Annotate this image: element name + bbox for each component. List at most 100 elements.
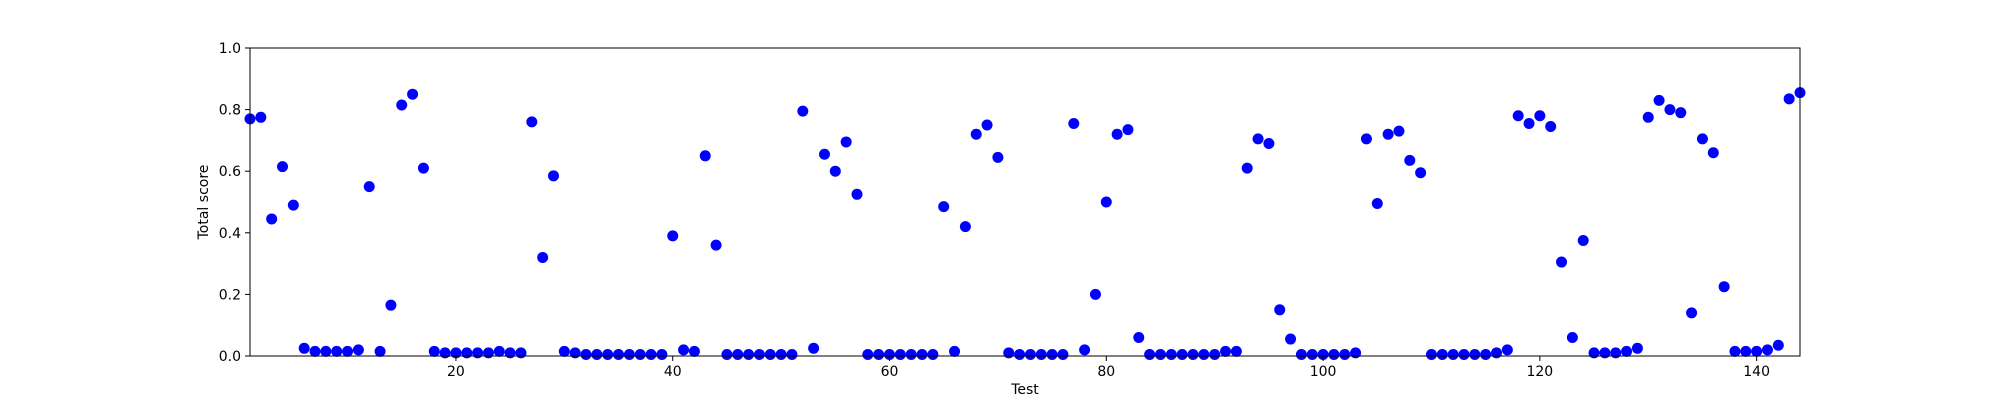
- data-point: [1761, 344, 1773, 356]
- data-point: [1707, 147, 1719, 159]
- data-point: [1783, 93, 1795, 105]
- data-point: [537, 251, 549, 263]
- data-point: [1003, 347, 1015, 359]
- data-point: [1317, 348, 1329, 360]
- data-point: [1621, 345, 1633, 357]
- data-point: [396, 99, 408, 111]
- data-point: [385, 299, 397, 311]
- data-point: [461, 347, 473, 359]
- data-point: [1014, 348, 1026, 360]
- data-point: [1642, 111, 1654, 123]
- x-axis: 20 40 60 80 100 120 140: [447, 356, 1770, 380]
- data-point: [591, 348, 603, 360]
- data-point: [1350, 347, 1362, 359]
- x-tick-label: 140: [1743, 364, 1770, 380]
- data-point: [927, 348, 939, 360]
- data-point: [1393, 125, 1405, 137]
- x-tick-label: 60: [881, 364, 899, 380]
- y-tick-label: 0.8: [219, 103, 241, 119]
- data-point: [602, 348, 614, 360]
- data-point: [623, 348, 635, 360]
- data-point: [905, 348, 917, 360]
- y-tick-label: 1.0: [219, 41, 241, 57]
- data-point: [1133, 332, 1145, 344]
- data-point: [1415, 167, 1427, 179]
- y-tick-label: 0.4: [219, 226, 241, 242]
- data-point: [515, 347, 527, 359]
- data-point: [472, 347, 484, 359]
- data-point: [1209, 348, 1221, 360]
- data-point: [1328, 348, 1340, 360]
- data-point: [1545, 121, 1557, 133]
- y-tick-label: 0.2: [219, 287, 241, 303]
- data-point: [862, 348, 874, 360]
- x-tick-label: 100: [1310, 364, 1337, 380]
- data-point: [1165, 348, 1177, 360]
- data-point: [1556, 256, 1568, 268]
- data-point: [894, 348, 906, 360]
- data-point: [352, 344, 364, 356]
- data-point: [1100, 196, 1112, 208]
- data-point: [569, 347, 581, 359]
- x-axis-label: Test: [1010, 382, 1039, 398]
- data-point: [1458, 348, 1470, 360]
- data-point: [1631, 342, 1643, 354]
- data-point: [1491, 347, 1503, 359]
- data-point: [1469, 348, 1481, 360]
- data-point: [1664, 104, 1676, 116]
- data-point: [667, 230, 679, 242]
- data-point: [916, 348, 928, 360]
- data-point: [1523, 117, 1535, 129]
- data-point: [1046, 348, 1058, 360]
- data-point: [287, 199, 299, 211]
- data-point: [688, 345, 700, 357]
- data-point: [309, 345, 321, 357]
- x-tick-label: 20: [447, 364, 465, 380]
- x-tick-label: 120: [1526, 364, 1553, 380]
- data-point: [808, 342, 820, 354]
- data-point: [970, 128, 982, 140]
- data-point: [417, 162, 429, 174]
- data-point: [1187, 348, 1199, 360]
- data-point: [873, 348, 885, 360]
- data-point: [1252, 133, 1264, 145]
- data-point: [1122, 124, 1134, 136]
- data-point: [775, 348, 787, 360]
- data-point: [1274, 304, 1286, 316]
- data-point: [1241, 162, 1253, 174]
- data-point: [959, 221, 971, 233]
- data-point: [1144, 348, 1156, 360]
- data-point: [938, 201, 950, 213]
- data-point: [1263, 137, 1275, 149]
- data-point: [656, 348, 668, 360]
- data-point: [1339, 348, 1351, 360]
- data-point: [884, 348, 896, 360]
- data-point: [1382, 128, 1394, 140]
- data-point: [407, 88, 419, 100]
- data-point: [1718, 281, 1730, 293]
- data-point: [1566, 332, 1578, 344]
- data-point: [1230, 345, 1242, 357]
- data-point: [482, 347, 494, 359]
- data-point: [439, 347, 451, 359]
- data-point: [1220, 345, 1232, 357]
- data-point: [1404, 154, 1416, 166]
- data-point: [1696, 133, 1708, 145]
- data-point: [1686, 307, 1698, 319]
- data-point: [786, 348, 798, 360]
- y-axis-label: Total score: [196, 165, 212, 241]
- data-point: [1729, 345, 1741, 357]
- data-point: [526, 116, 538, 128]
- data-point: [1024, 348, 1036, 360]
- data-point: [1751, 345, 1763, 357]
- data-point: [1447, 348, 1459, 360]
- data-point: [1306, 348, 1318, 360]
- data-point: [428, 345, 440, 357]
- y-tick-label: 0.0: [219, 349, 241, 365]
- data-point: [1068, 117, 1080, 129]
- data-point: [1079, 344, 1091, 356]
- data-point: [981, 119, 993, 131]
- data-point: [992, 151, 1004, 163]
- data-point: [678, 344, 690, 356]
